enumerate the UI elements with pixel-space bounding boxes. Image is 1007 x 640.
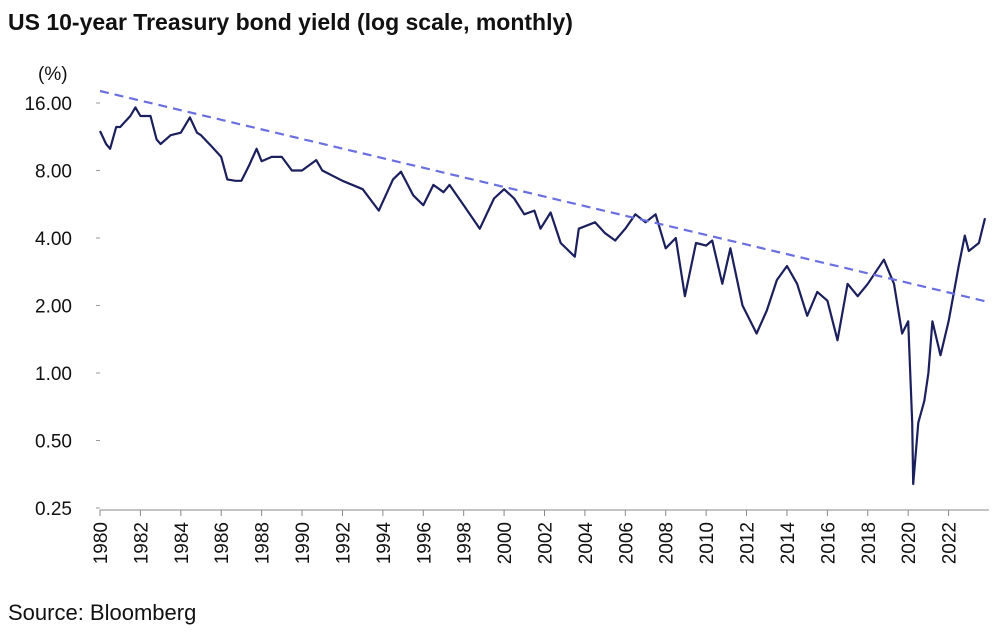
x-tick-label: 2014 [778, 522, 799, 565]
x-tick-label: 1986 [212, 522, 233, 564]
trend-line [99, 89, 990, 304]
x-tick-label: 1990 [293, 522, 314, 564]
x-tick-label: 1992 [333, 522, 354, 564]
x-tick-label: 2006 [616, 522, 637, 564]
source: Source: Bloomberg [8, 600, 196, 625]
x-tick-label: 1984 [172, 522, 193, 565]
x-tick-label: 2000 [495, 522, 516, 564]
x-tick-label: 2018 [859, 522, 880, 564]
x-tick-label: 2016 [818, 522, 839, 564]
y-tick-label: 8.00 [35, 162, 72, 183]
line [99, 106, 987, 486]
x-tick-label: 1994 [374, 522, 395, 565]
y-tick-label: 0.50 [35, 432, 72, 453]
x-tick-label: 2022 [940, 522, 961, 564]
y-tick-label: 16.00 [24, 94, 72, 115]
x-tick-label: 2010 [697, 522, 718, 564]
y-tick-label: 0.25 [35, 499, 72, 520]
y-tick-label: 1.00 [35, 364, 72, 385]
y-tick-label: 4.00 [35, 229, 72, 250]
x-tick-label: 1998 [455, 522, 476, 564]
y-tick-label: 2.00 [35, 297, 72, 318]
x-tick-label: 2012 [738, 522, 759, 564]
x-tick-label: 1982 [131, 522, 152, 564]
x-tick-label: 2004 [576, 522, 597, 565]
x-tick-label: 1988 [253, 522, 274, 564]
x-tick-label: 2008 [657, 522, 678, 564]
y-axis-label: (%) [38, 64, 68, 85]
x-tick-label: 2002 [536, 522, 557, 564]
chart-title: US 10-year Treasury bond yield (log scal… [8, 9, 573, 35]
x-tick-label: 1980 [91, 522, 112, 564]
x-tick-label: 2020 [899, 522, 920, 564]
x-tick-label: 1996 [414, 522, 435, 564]
